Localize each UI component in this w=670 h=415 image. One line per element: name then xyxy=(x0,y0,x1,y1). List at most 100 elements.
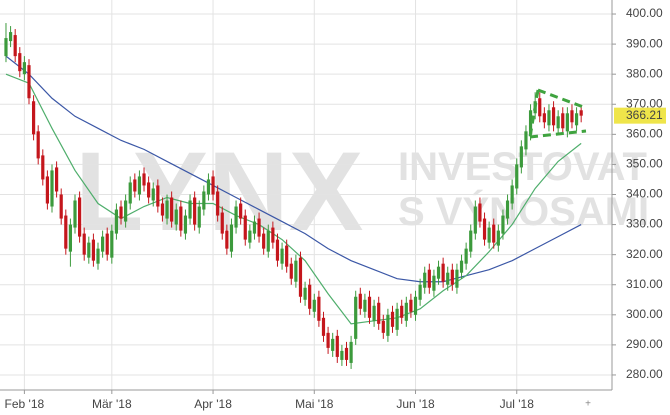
candle-body xyxy=(446,272,450,285)
candle-body xyxy=(285,245,289,267)
candle-body xyxy=(556,116,560,129)
candle-body xyxy=(482,218,487,240)
y-tick-label: 330.00 xyxy=(626,217,663,231)
candle-body xyxy=(505,200,510,219)
candle-body xyxy=(395,308,399,330)
candle-body xyxy=(110,230,114,258)
x-tick-label: Jul '18 xyxy=(500,397,535,411)
candle-body xyxy=(142,173,146,186)
candle-body xyxy=(528,110,533,135)
candle-body xyxy=(331,338,335,351)
candle-body xyxy=(496,230,500,246)
candle-body xyxy=(487,227,491,243)
candle-body xyxy=(344,347,349,360)
candle-body xyxy=(492,224,496,243)
candle-body xyxy=(418,284,422,300)
candle-body xyxy=(87,242,91,258)
candle-body xyxy=(82,233,86,255)
candle-body xyxy=(404,302,408,321)
candle-body xyxy=(206,179,211,195)
candle-body xyxy=(542,113,546,123)
candle-body xyxy=(262,233,266,249)
y-tick-label: 360.00 xyxy=(626,127,663,141)
candle-body xyxy=(188,200,192,219)
candle-body xyxy=(170,197,174,222)
candle-body xyxy=(386,314,390,336)
candle-body xyxy=(317,296,321,321)
candle-body xyxy=(248,230,252,243)
candle-body xyxy=(160,203,165,216)
candle-body xyxy=(124,200,128,222)
candle-body xyxy=(519,146,523,168)
candle-body xyxy=(298,257,303,297)
candle-body xyxy=(565,113,569,132)
candle-body xyxy=(303,287,307,300)
moving-average xyxy=(5,73,582,325)
candle-body xyxy=(372,305,376,321)
candle-body xyxy=(524,131,528,150)
candle-body xyxy=(151,188,155,201)
candle-body xyxy=(459,260,464,273)
last-price-label: 366.21 xyxy=(626,108,663,122)
candle-body xyxy=(234,206,238,228)
y-tick-label: 340.00 xyxy=(626,187,663,201)
last-price-box xyxy=(614,107,666,124)
candle-body xyxy=(427,269,431,288)
candle-body xyxy=(515,164,519,189)
candle-body xyxy=(400,305,404,318)
candle-body xyxy=(326,332,330,348)
candle-body xyxy=(354,296,358,339)
y-tick-label: 280.00 xyxy=(626,367,663,381)
candle-body xyxy=(147,182,151,198)
x-tick-label: Mär '18 xyxy=(92,397,132,411)
candle-body xyxy=(128,182,132,204)
candle-body xyxy=(8,32,13,42)
candle-body xyxy=(114,209,119,234)
watermark-slogan: S VÝNOSAMI xyxy=(398,188,649,234)
candle-body xyxy=(271,227,275,243)
candle-body xyxy=(455,269,459,288)
candle-body xyxy=(478,203,482,222)
candle-body xyxy=(96,248,100,264)
candle-body xyxy=(423,272,427,288)
candle-body xyxy=(308,284,312,309)
candle-body xyxy=(179,206,183,231)
candle-body xyxy=(312,299,316,312)
candle-body xyxy=(469,230,473,252)
candle-body xyxy=(501,215,505,234)
candle-body xyxy=(68,224,73,252)
candle-body xyxy=(579,110,583,116)
candle-body xyxy=(119,206,123,219)
candle-body xyxy=(289,263,293,279)
candle-body xyxy=(133,179,137,192)
candle-body xyxy=(243,215,247,240)
candle-body xyxy=(101,236,105,252)
candle-body xyxy=(41,155,45,180)
candle-body xyxy=(266,230,270,252)
candle-body xyxy=(78,197,82,237)
candle-body xyxy=(50,170,54,207)
candle-body xyxy=(413,296,418,315)
y-tick-label: 390.00 xyxy=(626,36,663,50)
candle-body xyxy=(165,200,169,219)
candle-body xyxy=(27,65,31,99)
candle-body xyxy=(225,230,229,249)
x-tick-label: Mai '18 xyxy=(295,397,334,411)
candle-body xyxy=(91,239,96,261)
candle-body xyxy=(31,101,36,135)
candle-body xyxy=(156,185,160,207)
y-tick-label: 370.00 xyxy=(626,96,663,110)
candle-body xyxy=(551,107,556,126)
candle-body xyxy=(137,176,142,195)
candle-body xyxy=(381,320,385,333)
candle-body xyxy=(432,275,436,291)
candle-body xyxy=(436,266,441,279)
candle-body xyxy=(450,269,454,285)
candle-body xyxy=(54,167,59,192)
candle-body xyxy=(22,62,26,75)
candle-body xyxy=(45,176,49,204)
y-tick-label: 350.00 xyxy=(626,157,663,171)
plot xyxy=(4,23,583,369)
candle-body xyxy=(547,110,551,126)
